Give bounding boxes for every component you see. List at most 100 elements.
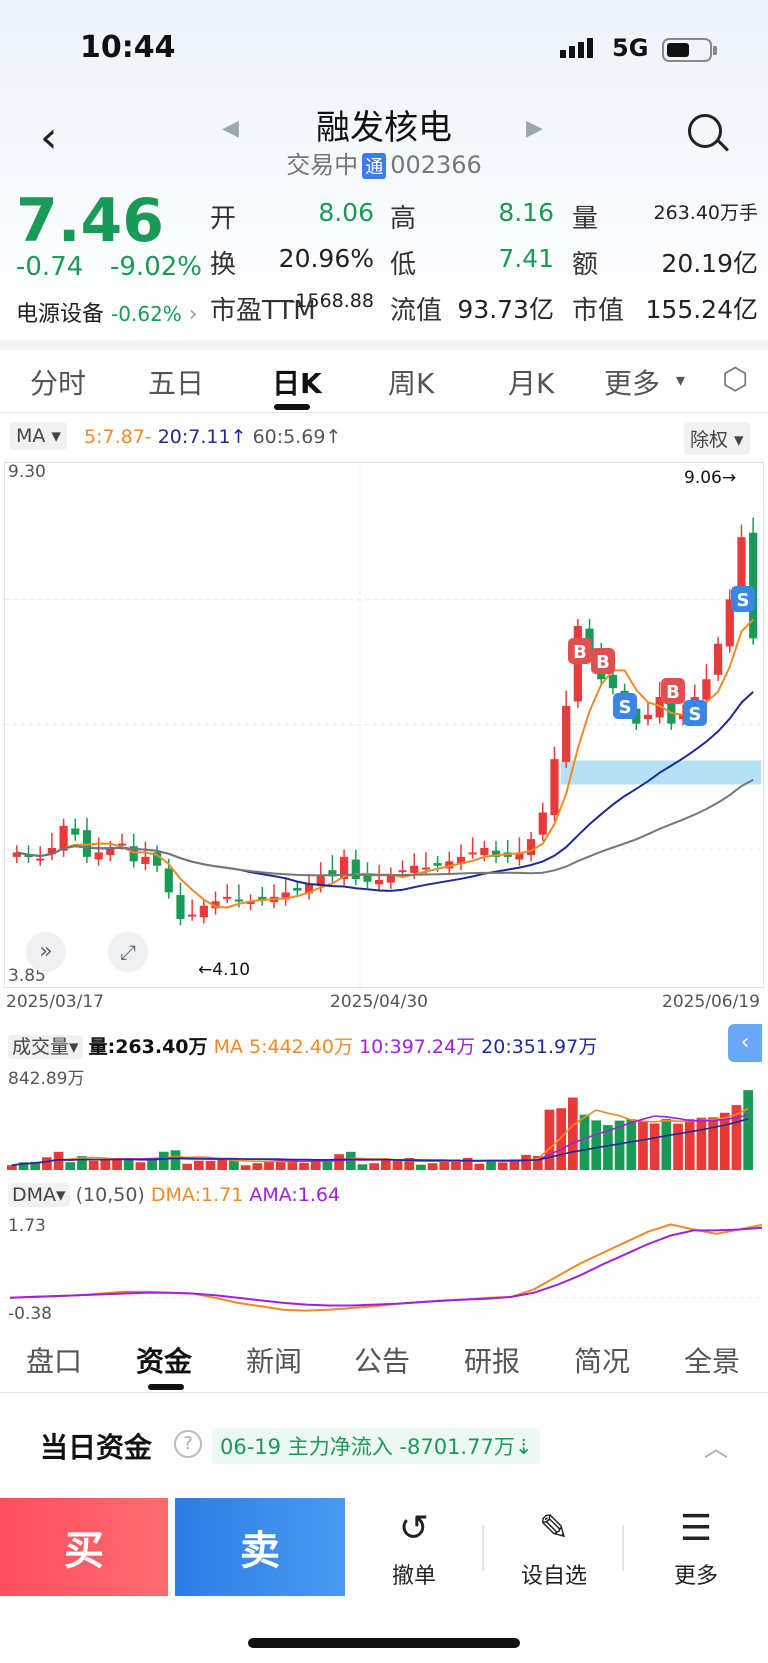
info-tabs-rule	[0, 1392, 768, 1393]
chevron-up-icon[interactable]: ︿	[704, 1434, 728, 1462]
candle-body	[281, 892, 290, 900]
volume-bar	[603, 1125, 613, 1170]
volume-bar	[147, 1159, 157, 1170]
volume-bar	[299, 1162, 309, 1170]
y-low-label: 3.85	[8, 966, 46, 986]
volume-bar	[544, 1109, 555, 1170]
info-tab-1[interactable]: 资金	[136, 1345, 193, 1378]
candle-body	[304, 883, 314, 894]
quote-value: 20.19亿	[661, 249, 758, 278]
network-label: 5G	[612, 34, 649, 62]
volume-bar	[439, 1160, 450, 1170]
volume-selector-label: 成交量	[12, 1036, 70, 1058]
candle-body	[328, 870, 337, 877]
back-icon[interactable]: ‹	[40, 112, 58, 163]
arrow-up-icon: ↑	[230, 426, 247, 448]
fullscreen-icon[interactable]: ⤢	[108, 932, 148, 972]
ma-selector[interactable]: MA ▾	[10, 422, 67, 450]
ama-value: AMA:1.64	[249, 1184, 341, 1206]
dma-chart[interactable]	[4, 1210, 764, 1322]
candle-body	[234, 899, 243, 902]
tab-2[interactable]: 日K	[272, 367, 322, 400]
fund-label: 主力净流入	[287, 1435, 393, 1459]
next-stock-icon[interactable]: ▶	[526, 116, 543, 141]
battery-icon	[662, 38, 717, 62]
candle-body	[211, 901, 220, 909]
volume-bar	[521, 1154, 531, 1170]
volume-chart[interactable]	[4, 1060, 764, 1172]
candle-body	[223, 896, 232, 899]
signal-marker-text: B	[573, 642, 587, 663]
candle-body	[363, 874, 372, 882]
volume-bar	[731, 1105, 742, 1170]
quote-value: 8.16	[498, 198, 554, 227]
tab-1[interactable]: 五日	[148, 367, 205, 400]
info-tab-3[interactable]: 公告	[354, 1345, 411, 1378]
more-actions-label: 更多	[673, 1564, 718, 1589]
volume-bar	[509, 1159, 520, 1170]
adjust-label: 除权	[690, 429, 729, 451]
current-price: 7.46	[16, 186, 165, 256]
search-icon[interactable]	[688, 114, 722, 148]
expand-icon[interactable]: »	[26, 932, 66, 972]
volume-bar	[170, 1150, 181, 1170]
volume-selector[interactable]: 成交量▾	[8, 1035, 83, 1059]
cancel-order-button[interactable]: ↺ 撤单	[354, 1500, 474, 1590]
tab-4[interactable]: 月K	[508, 367, 555, 400]
candle-body	[246, 901, 255, 904]
settings-hex-icon[interactable]: ⬡	[722, 362, 749, 397]
help-icon[interactable]: ?	[174, 1430, 202, 1458]
candle-body	[293, 887, 302, 891]
fund-date: 06-19	[220, 1435, 282, 1459]
more-dropdown-icon: ▾	[676, 370, 686, 391]
info-tab-2[interactable]: 新闻	[246, 1345, 303, 1378]
tab-0[interactable]: 分时	[30, 367, 87, 400]
date-start: 2025/03/17	[6, 992, 104, 1012]
volume-bar	[357, 1164, 368, 1170]
fund-title: 当日资金	[40, 1431, 153, 1464]
volume-value: 量:263.40万	[88, 1036, 208, 1058]
tab-3[interactable]: 周K	[388, 367, 435, 400]
add-watchlist-button[interactable]: ✎ 设自选	[494, 1500, 614, 1590]
prev-stock-icon[interactable]: ◀	[222, 116, 239, 141]
buy-button[interactable]: 买	[0, 1498, 168, 1596]
volume-header: 成交量▾ 量:263.40万 MA 5:442.40万 10:397.24万 2…	[8, 1032, 597, 1059]
dma-selector[interactable]: DMA▾	[8, 1183, 70, 1207]
info-tab-5[interactable]: 简况	[574, 1345, 631, 1378]
max-price-value: 9.06	[684, 468, 722, 488]
volume-bar	[310, 1160, 321, 1170]
info-tab-4[interactable]: 研报	[464, 1345, 521, 1378]
candle-body	[749, 532, 758, 639]
collapse-panel-icon[interactable]: ‹	[728, 1024, 762, 1062]
quote-label: 市值	[572, 296, 625, 326]
tab-5[interactable]: 更多	[604, 367, 661, 400]
candle-body	[480, 847, 489, 856]
adjust-selector[interactable]: 除权 ▾	[684, 422, 750, 455]
info-tab-6[interactable]: 全景	[684, 1345, 741, 1378]
sell-button[interactable]: 卖	[175, 1498, 345, 1596]
quote-value: 7.41	[498, 244, 554, 273]
info-tab-0[interactable]: 盘口	[26, 1345, 83, 1378]
volume-bar	[474, 1163, 485, 1170]
price-change: -0.74	[16, 252, 84, 282]
volume-bar	[743, 1090, 753, 1170]
signal-marker	[661, 678, 685, 704]
signal-marker	[591, 648, 615, 674]
candle-body	[94, 852, 103, 860]
cancel-order-label: 撤单	[391, 1564, 436, 1589]
volume-bar	[638, 1120, 648, 1170]
more-actions-button[interactable]: ☰ 更多	[636, 1500, 756, 1590]
volume-bar	[42, 1157, 52, 1170]
sector-link[interactable]: 电源设备 -0.62% ›	[16, 296, 198, 328]
candle-body	[737, 537, 746, 602]
home-indicator[interactable]	[248, 1638, 520, 1648]
volume-bar	[673, 1123, 683, 1170]
candle-body	[491, 850, 501, 857]
quote-label: 低	[390, 250, 417, 280]
candle-body	[176, 895, 185, 920]
candle-body	[164, 868, 173, 893]
candle-body	[608, 674, 617, 689]
price-change-pct: -9.02%	[110, 252, 202, 282]
